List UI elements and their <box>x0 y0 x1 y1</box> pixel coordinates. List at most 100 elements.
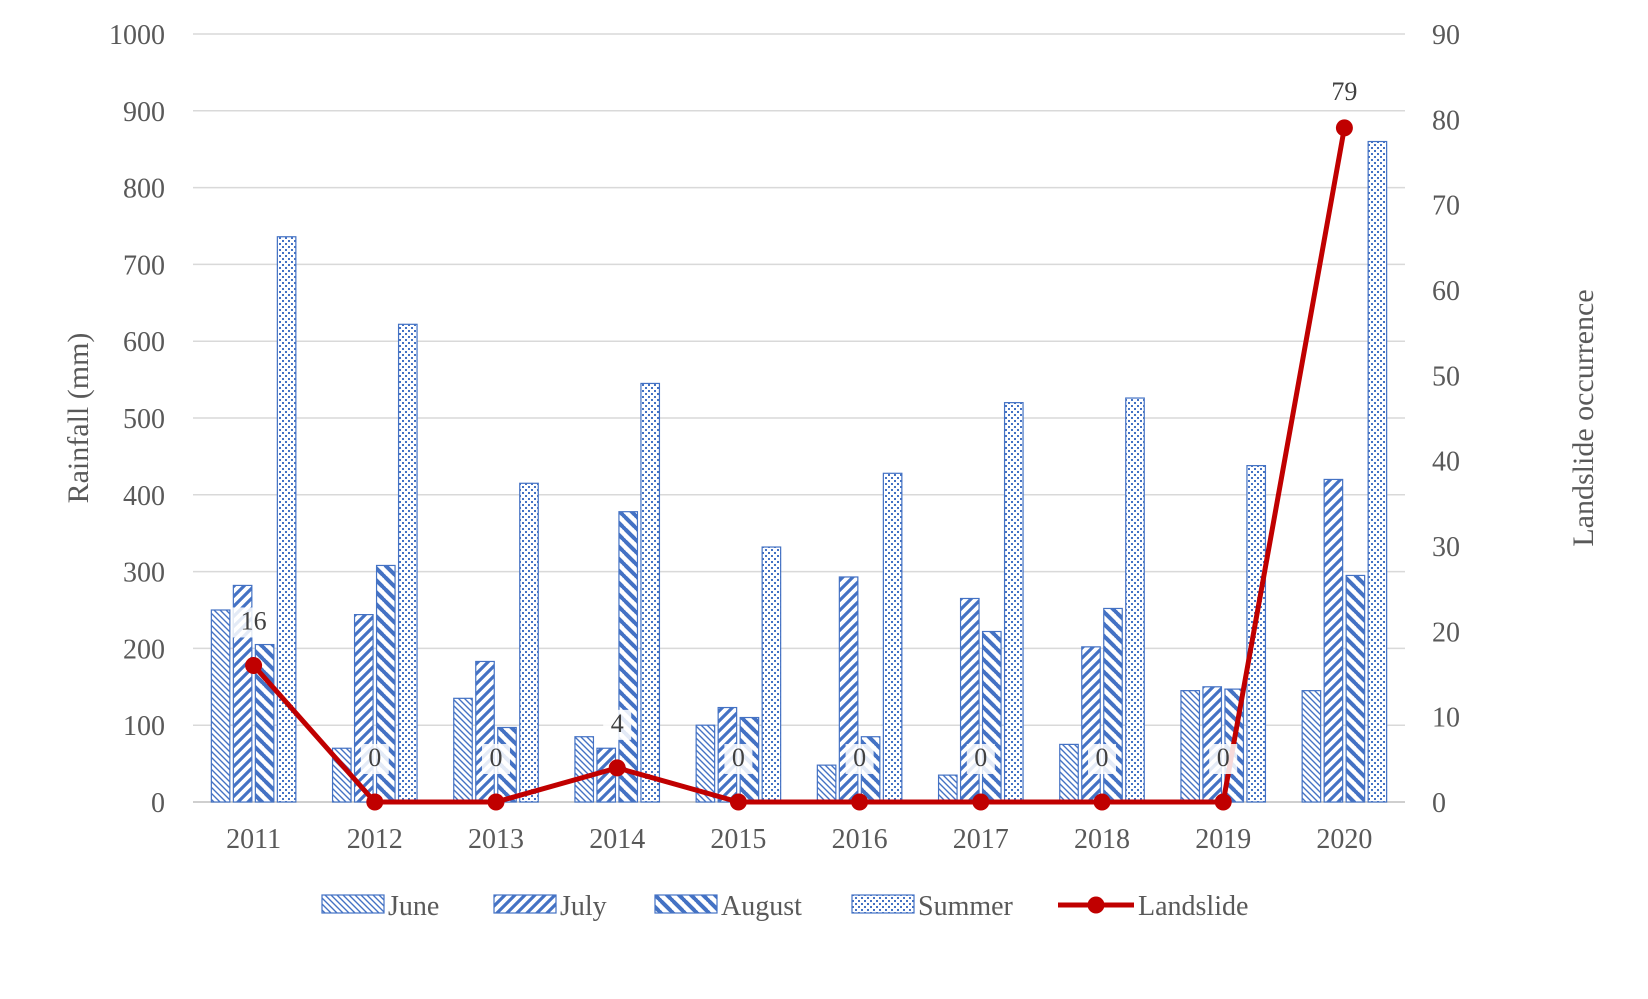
legend-label-landslide: Landslide <box>1138 891 1248 922</box>
y-tick-label: 1000 <box>109 20 165 51</box>
bar-summer <box>1246 465 1267 803</box>
x-tick-label: 2011 <box>226 824 281 855</box>
y-tick-label: 700 <box>123 250 165 281</box>
legend-label-june: June <box>388 891 439 922</box>
bar-july <box>1081 646 1101 803</box>
bar-summer <box>761 546 782 803</box>
bar-june <box>1059 743 1079 803</box>
legend-swatch-august <box>654 894 718 914</box>
y2-tick-label: 60 <box>1432 276 1460 307</box>
y-axis-right-ticks: 0 10 20 30 40 50 60 70 80 90 <box>1432 20 1460 819</box>
bar-june <box>816 764 837 803</box>
legend-label-august: August <box>721 891 802 922</box>
landslide-point <box>729 793 747 811</box>
bar-june <box>210 609 231 803</box>
landslide-point <box>366 793 384 811</box>
bar-june <box>574 736 595 803</box>
y-axis-left-title: Rainfall (mm) <box>62 333 95 504</box>
bar-series-group <box>210 140 1388 803</box>
landslide-data-label: 0 <box>368 743 381 772</box>
landslide-line <box>251 127 1347 805</box>
y2-tick-label: 50 <box>1432 361 1460 392</box>
legend-label-july: July <box>560 891 607 922</box>
landslide-point <box>1335 119 1353 137</box>
landslide-data-label: 0 <box>1217 743 1230 772</box>
x-tick-label: 2015 <box>710 824 766 855</box>
landslide-data-label: 0 <box>490 743 503 772</box>
x-tick-label: 2018 <box>1074 824 1130 855</box>
bar-june <box>695 724 716 803</box>
landslide-data-label: 0 <box>1096 743 1109 772</box>
y2-tick-label: 40 <box>1432 447 1460 478</box>
y-tick-label: 500 <box>123 404 165 435</box>
bar-july <box>232 584 253 803</box>
y-tick-label: 300 <box>123 558 165 589</box>
landslide-data-label: 4 <box>611 709 624 738</box>
x-tick-label: 2016 <box>832 824 888 855</box>
data-label-background <box>1088 744 1116 774</box>
legend-swatch-july <box>493 894 557 914</box>
y-axis-left-ticks: 0 100 200 300 400 500 600 700 800 900 1000 <box>109 20 165 819</box>
landslide-point <box>1093 793 1111 811</box>
legend-marker-landslide <box>1087 896 1105 914</box>
gridlines <box>193 33 1405 803</box>
y-tick-label: 200 <box>123 634 165 665</box>
x-tick-label: 2013 <box>468 824 524 855</box>
data-label-background <box>482 744 510 774</box>
legend-swatch-june <box>321 894 385 914</box>
landslide-data-label: 0 <box>974 743 987 772</box>
bar-july <box>1323 478 1344 803</box>
landslide-point <box>851 793 869 811</box>
landslide-data-label: 0 <box>732 743 745 772</box>
bar-june <box>1180 690 1201 803</box>
bar-june <box>1301 690 1322 803</box>
data-label-background <box>845 744 874 774</box>
data-label-background <box>603 709 632 740</box>
data-label-background <box>724 744 753 774</box>
data-label-background <box>1209 744 1238 774</box>
bar-june <box>937 774 958 803</box>
y2-tick-label: 10 <box>1432 703 1460 734</box>
y-tick-label: 800 <box>123 174 165 205</box>
bar-summer <box>1125 397 1145 803</box>
y2-tick-label: 70 <box>1432 191 1460 222</box>
x-tick-label: 2012 <box>347 824 403 855</box>
landslide-point <box>487 793 505 811</box>
bar-summer <box>1003 402 1024 803</box>
y2-tick-label: 80 <box>1432 105 1460 136</box>
y-axis-right-title: Landslide occurrence <box>1567 289 1600 546</box>
y-tick-label: 0 <box>151 788 165 819</box>
y-tick-label: 400 <box>123 481 165 512</box>
y2-tick-label: 20 <box>1432 617 1460 648</box>
bar-summer <box>1367 140 1388 803</box>
bar-summer <box>640 382 661 803</box>
bar-july <box>475 660 495 803</box>
landslide-data-label: 79 <box>1331 77 1357 106</box>
landslide-point <box>1214 793 1232 811</box>
landslide-point <box>608 759 626 777</box>
x-tick-label: 2020 <box>1316 824 1372 855</box>
bar-june <box>453 697 473 803</box>
landslide-point <box>245 656 263 674</box>
legend-swatch-summer <box>851 894 915 914</box>
legend: June July August Summer Landslide <box>321 891 1248 922</box>
x-tick-label: 2019 <box>1195 824 1251 855</box>
landslide-point <box>972 793 990 811</box>
x-tick-label: 2014 <box>589 824 645 855</box>
x-tick-label: 2017 <box>953 824 1009 855</box>
landslide-data-label: 16 <box>241 606 267 635</box>
y-tick-label: 900 <box>123 97 165 128</box>
bar-summer <box>276 236 297 803</box>
bar-summer <box>397 323 418 803</box>
bar-august <box>1345 574 1366 803</box>
data-label-background <box>232 607 275 638</box>
y-tick-label: 600 <box>123 327 165 358</box>
bar-august <box>618 511 639 803</box>
data-label-background <box>360 744 389 774</box>
x-axis-ticks: 2011 2012 2013 2014 2015 2016 2017 2018 2019 2020 <box>226 824 1372 855</box>
y-tick-label: 100 <box>123 711 165 742</box>
landslide-data-label: 0 <box>853 743 866 772</box>
y2-tick-label: 90 <box>1432 20 1460 51</box>
bar-august <box>981 630 1002 803</box>
